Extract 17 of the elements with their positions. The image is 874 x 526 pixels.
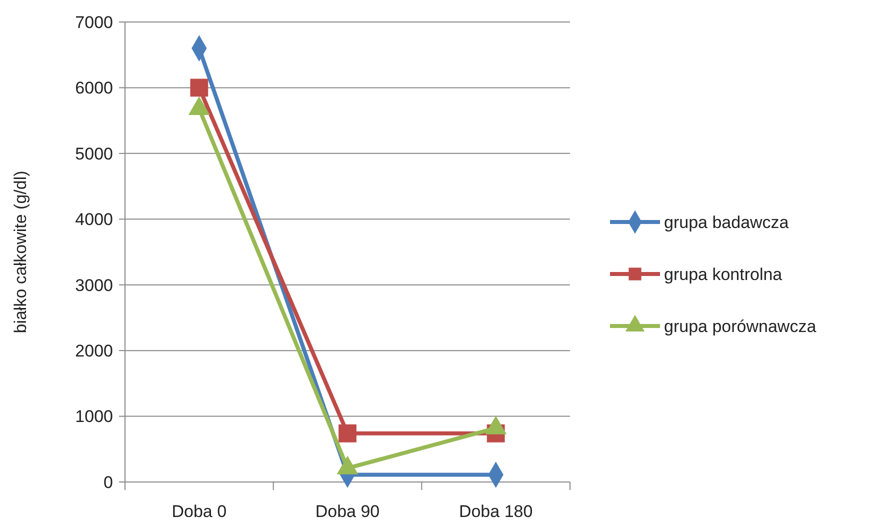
x-tick-label: Doba 0: [172, 502, 227, 521]
legend-label: grupa badawcza: [664, 212, 790, 232]
y-tick-label: 7000: [75, 12, 113, 32]
y-tick-label: 5000: [75, 144, 113, 164]
point: [190, 78, 208, 97]
legend-label: grupa kontrolna: [664, 264, 783, 284]
y-tick-label: 4000: [75, 210, 113, 230]
legend-label: grupa porównawcza: [664, 316, 817, 336]
x-tick-label: Doba 180: [458, 502, 533, 521]
y-tick-label: 2000: [75, 342, 113, 361]
y-tick-label: 6000: [75, 78, 113, 98]
y-tick-label: 0: [104, 472, 113, 492]
y-tick-label: 1000: [75, 407, 113, 426]
point: [338, 424, 356, 442]
y-axis-title: białko całkowite (g/dl): [11, 170, 30, 334]
x-tick-label: Doba 90: [315, 502, 380, 521]
y-tick-label: 3000: [75, 276, 113, 295]
